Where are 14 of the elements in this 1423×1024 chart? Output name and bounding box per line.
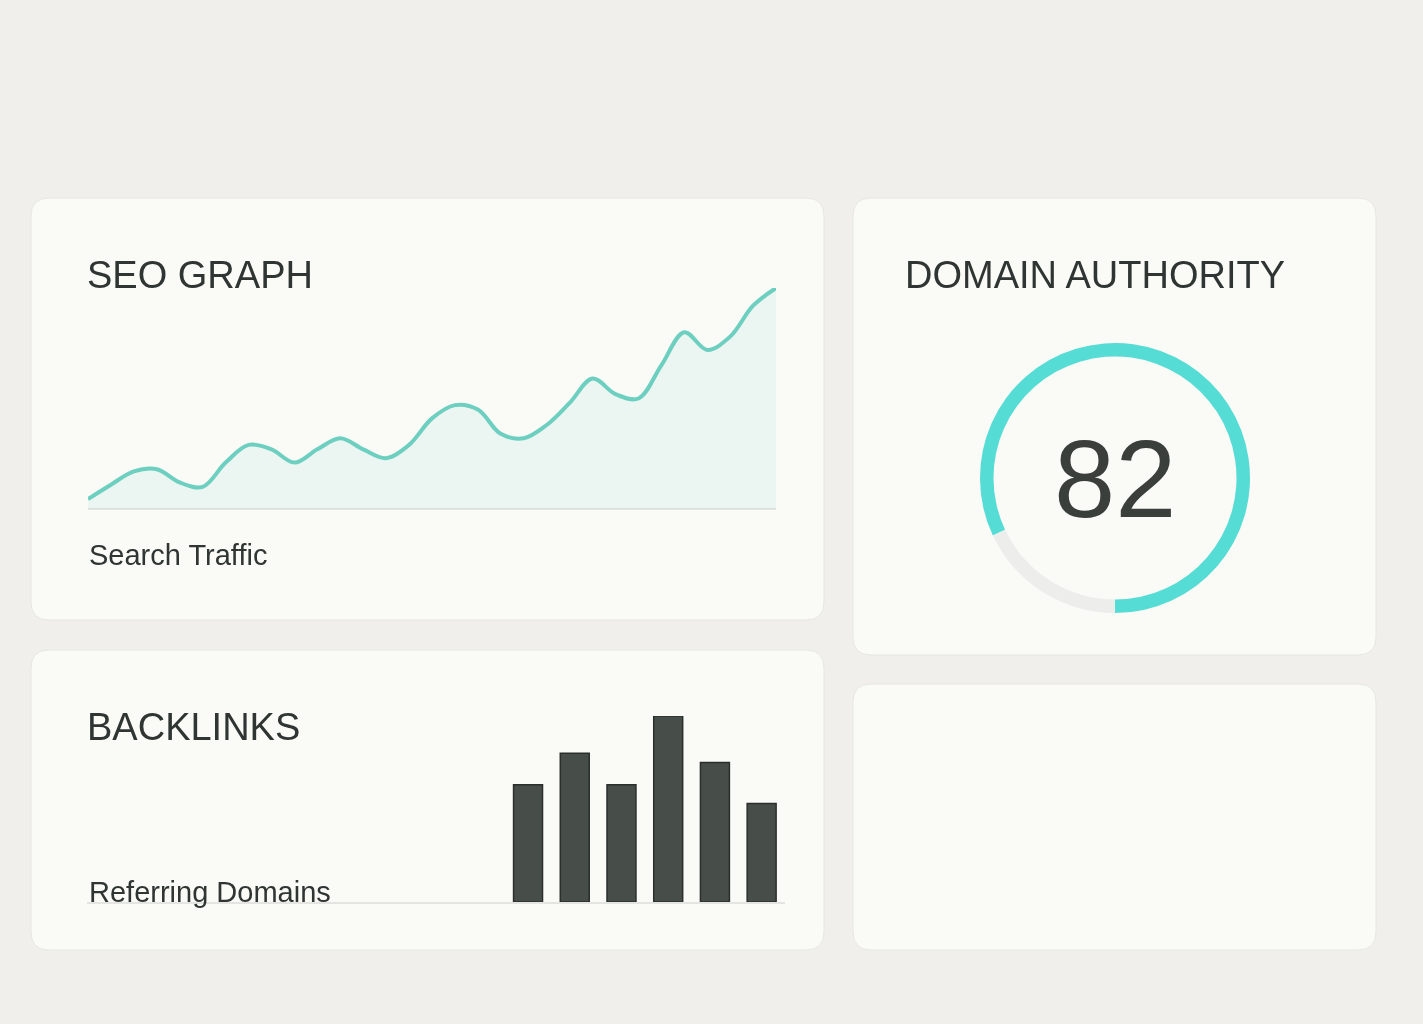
text: BACKLINKS (87, 706, 301, 748)
bar (606, 784, 637, 902)
chart-title: DOMAIN AUTHORITY (905, 254, 1286, 296)
chart-title: SEO GRAPH (87, 254, 313, 296)
donut-slice (980, 343, 1250, 613)
bar (559, 752, 590, 902)
donut-slice (992, 529, 1115, 613)
x-axis-title: Search Traffic (89, 539, 268, 571)
bar (512, 784, 544, 902)
bar (746, 802, 777, 902)
text: Referring Domains (89, 876, 331, 908)
bar (699, 761, 731, 902)
bar (652, 716, 684, 902)
text: 82 (1054, 417, 1177, 540)
